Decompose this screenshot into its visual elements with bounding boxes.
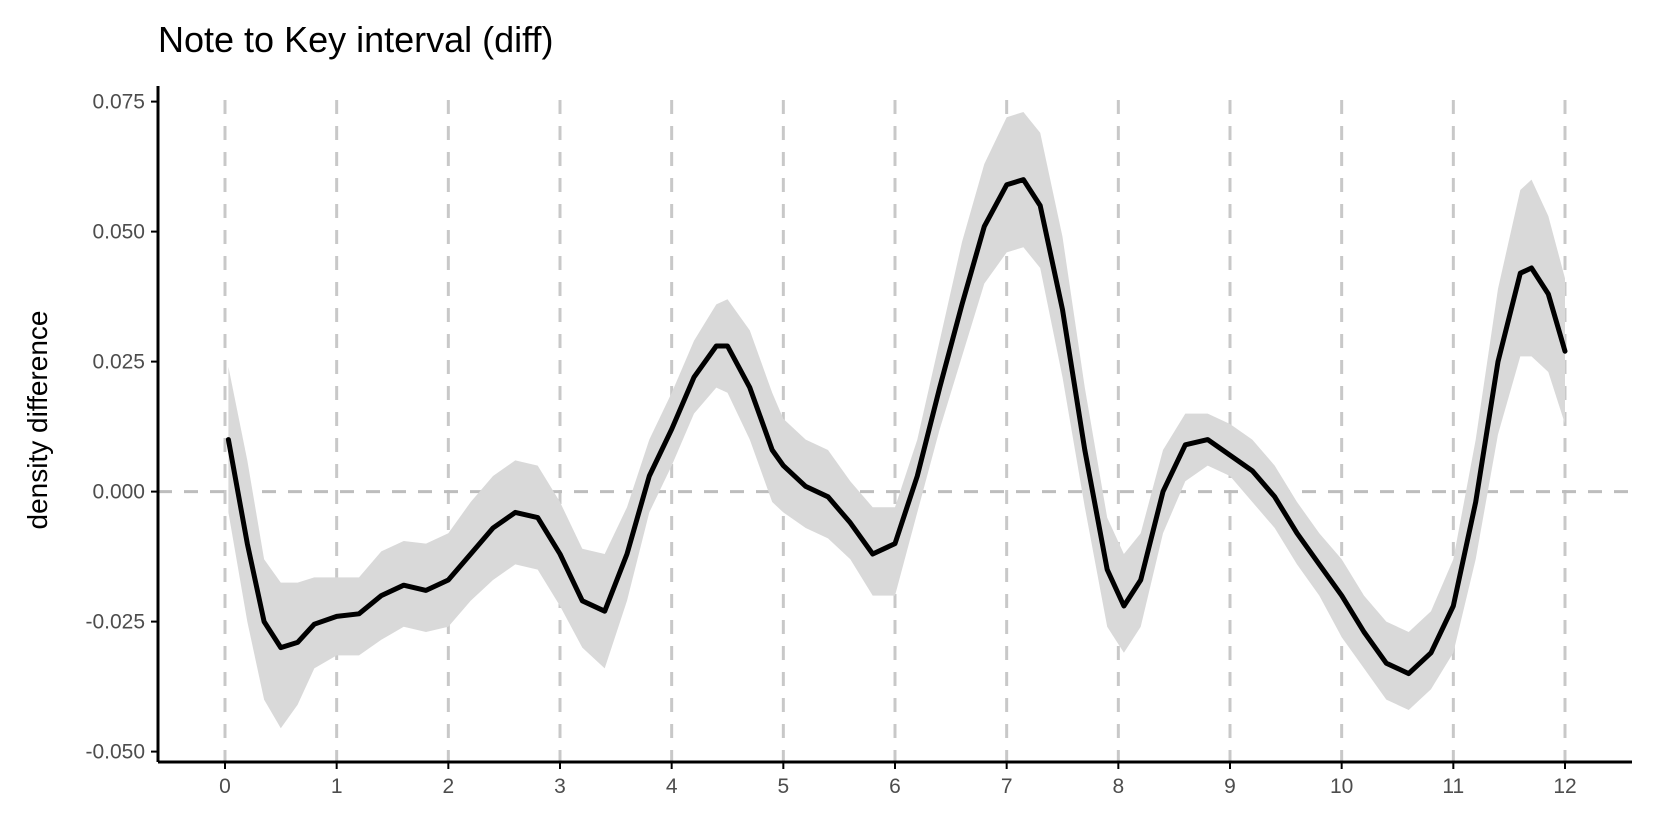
y-tick-label: 0.075 — [92, 91, 145, 114]
chart-title: Note to Key interval (diff) — [158, 19, 554, 60]
x-tick-label: 8 — [1112, 775, 1124, 798]
y-tick-label: 0.050 — [92, 221, 145, 244]
density-difference-line — [225, 177, 1568, 677]
x-tick-label: 2 — [442, 775, 454, 798]
x-tick-label: 4 — [666, 775, 678, 798]
y-tick-label: -0.050 — [85, 741, 145, 764]
x-tick-label: 5 — [777, 775, 789, 798]
x-tick-label: 10 — [1330, 775, 1353, 798]
x-tick-label: 9 — [1224, 775, 1236, 798]
confidence-ribbon — [228, 112, 1565, 729]
x-tick-label: 6 — [889, 775, 901, 798]
y-tick-label: -0.025 — [85, 611, 145, 634]
x-tick-label: 11 — [1442, 775, 1464, 798]
x-tick-label: 0 — [219, 775, 231, 798]
y-axis-title: density difference — [22, 311, 53, 530]
x-tick-label: 7 — [1001, 775, 1013, 798]
y-tick-label: 0.025 — [92, 351, 145, 374]
x-tick-label: 1 — [331, 775, 343, 798]
y-tick-label: 0.000 — [92, 481, 145, 504]
x-tick-label: 3 — [554, 775, 566, 798]
x-tick-label: 12 — [1553, 775, 1576, 798]
